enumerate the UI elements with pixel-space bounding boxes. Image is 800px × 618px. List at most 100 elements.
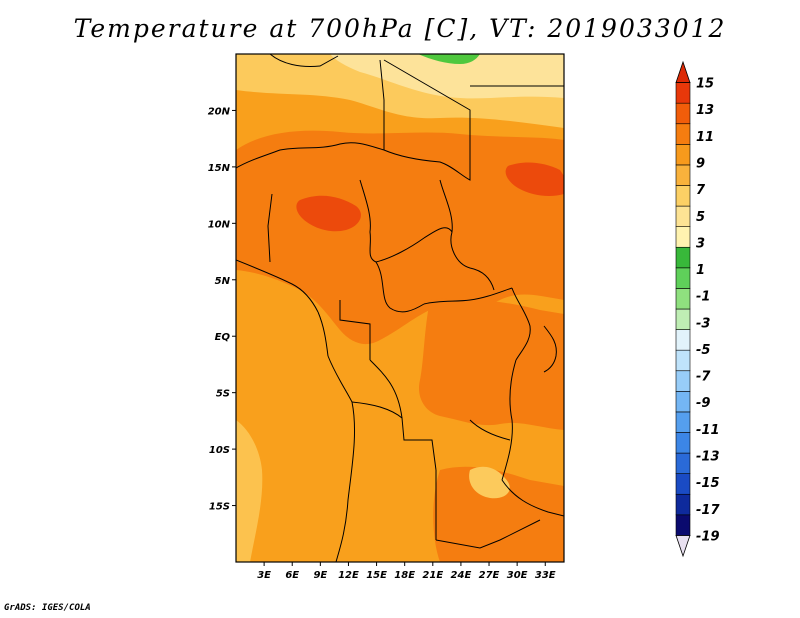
field-hot-spot-east bbox=[505, 162, 564, 196]
field-hot-spot-chad bbox=[296, 195, 361, 232]
border-congo-drc bbox=[369, 359, 403, 419]
lon-tick-label: 12E bbox=[338, 570, 359, 581]
colorbar-label: -13 bbox=[696, 450, 720, 465]
border-uganda bbox=[511, 287, 531, 361]
border-car-north bbox=[375, 227, 453, 263]
colorbar-label: 1 bbox=[696, 263, 705, 278]
colorbar-segment bbox=[675, 205, 691, 227]
colorbar-segment bbox=[675, 452, 691, 474]
lake-victoria bbox=[543, 325, 557, 373]
border-nigeria-west bbox=[267, 193, 273, 263]
border-tanzania-west bbox=[501, 359, 517, 481]
colorbar-segment bbox=[675, 60, 691, 83]
colorbar bbox=[675, 60, 691, 558]
longitude-axis: 3E 6E 9E 12E 15E 18E 21E 24E 27E 30E 33E bbox=[257, 562, 556, 581]
colorbar-label: 11 bbox=[696, 130, 714, 145]
lon-tick-label: 33E bbox=[535, 570, 556, 581]
colorbar-segment bbox=[675, 123, 691, 145]
lon-tick-label: 21E bbox=[422, 570, 443, 581]
colorbar-labels: 15 13 11 9 7 5 3 1 -1 -3 -5 -7 -9 -11 -13 -15 -17 -19 bbox=[696, 77, 720, 545]
lon-tick-label: 9E bbox=[313, 570, 327, 581]
colorbar-segment bbox=[675, 432, 691, 454]
lat-tick-label: 10N bbox=[208, 219, 231, 230]
colorbar-segment bbox=[675, 226, 691, 248]
border-libya-egypt bbox=[383, 59, 471, 130]
border-north-1 bbox=[269, 54, 339, 67]
colorbar-segment bbox=[675, 535, 691, 558]
field-warm-sahel bbox=[236, 130, 564, 345]
lat-tick-label: 20N bbox=[208, 106, 231, 117]
lon-tick-label: 6E bbox=[285, 570, 299, 581]
colorbar-segment bbox=[675, 144, 691, 166]
colorbar-segment bbox=[675, 411, 691, 433]
colorbar-segment bbox=[675, 267, 691, 289]
lat-tick-label: EQ bbox=[215, 332, 231, 343]
lon-tick-label: 3E bbox=[257, 570, 271, 581]
field-cooler-southeast bbox=[469, 466, 510, 499]
colorbar-segment bbox=[675, 473, 691, 495]
colorbar-label: 3 bbox=[696, 236, 705, 251]
border-chad-north bbox=[383, 130, 471, 181]
temperature-field bbox=[236, 54, 564, 562]
lon-tick-label: 15E bbox=[366, 570, 387, 581]
border-chad-west bbox=[359, 179, 377, 263]
colorbar-segment bbox=[675, 82, 691, 104]
lat-tick-label: 15N bbox=[208, 163, 231, 174]
coast-gulf-guinea bbox=[236, 259, 319, 313]
colorbar-label: -19 bbox=[696, 529, 720, 544]
colorbar-label: -1 bbox=[696, 290, 710, 305]
border-malawi bbox=[501, 479, 564, 517]
border-angola-north bbox=[351, 401, 437, 471]
colorbar-segment bbox=[675, 493, 691, 516]
field-north-coolest-band bbox=[330, 54, 564, 99]
map-frame bbox=[235, 53, 565, 563]
lat-tick-label: 5S bbox=[216, 389, 230, 400]
colorbar-label: 5 bbox=[696, 210, 705, 225]
colorbar-segment bbox=[675, 391, 691, 413]
lon-tick-label: 24E bbox=[451, 570, 472, 581]
colorbar-label: -11 bbox=[696, 423, 720, 438]
colorbar-label: -3 bbox=[696, 316, 710, 331]
colorbar-segment bbox=[675, 514, 691, 536]
border-gabon bbox=[339, 300, 371, 360]
colorbar-label: 9 bbox=[696, 156, 705, 171]
colorbar-label: 13 bbox=[696, 103, 714, 118]
lat-tick-label: 5N bbox=[215, 276, 231, 287]
border-drc-north bbox=[423, 287, 513, 305]
colorbar-segment bbox=[675, 329, 691, 351]
colorbar-label: -17 bbox=[696, 503, 720, 518]
coast-cameroon bbox=[317, 311, 329, 357]
border-niger-south bbox=[236, 142, 385, 169]
border-zambia-south bbox=[435, 519, 541, 549]
coast-congo bbox=[327, 355, 353, 403]
field-green-patch bbox=[418, 54, 480, 64]
grads-credit: GrADS: IGES/COLA bbox=[4, 603, 91, 613]
field-warm-south bbox=[418, 298, 564, 430]
latitude-axis: 20N 15N 10N 5N EQ 5S 10S 15S bbox=[208, 106, 236, 513]
colorbar-label: 7 bbox=[696, 183, 706, 198]
border-car-south bbox=[375, 261, 425, 313]
colorbar-segment bbox=[675, 185, 691, 207]
colorbar-segment bbox=[675, 164, 691, 186]
colorbar-label: -15 bbox=[696, 476, 720, 491]
colorbar-segment bbox=[675, 370, 691, 392]
chart-title: Temperature at 700hPa [C], VT: 201903301… bbox=[73, 14, 727, 43]
coast-angola bbox=[335, 401, 356, 562]
lat-tick-label: 10S bbox=[209, 445, 230, 456]
colorbar-segment bbox=[675, 102, 691, 125]
colorbar-label: -7 bbox=[696, 370, 711, 385]
country-boundaries bbox=[236, 54, 564, 562]
border-chad-east bbox=[439, 179, 495, 291]
colorbar-label: 15 bbox=[696, 77, 714, 92]
colorbar-segment bbox=[675, 246, 691, 269]
lon-tick-label: 27E bbox=[479, 570, 500, 581]
lon-tick-label: 30E bbox=[507, 570, 528, 581]
field-warm-angola bbox=[433, 466, 564, 562]
colorbar-label: -9 bbox=[696, 396, 710, 411]
colorbar-segment bbox=[675, 288, 691, 310]
border-drc-zambia bbox=[469, 419, 511, 441]
field-cooler-coast bbox=[236, 420, 263, 562]
border-libya-chad-west bbox=[379, 59, 385, 150]
colorbar-label: -5 bbox=[696, 343, 710, 358]
